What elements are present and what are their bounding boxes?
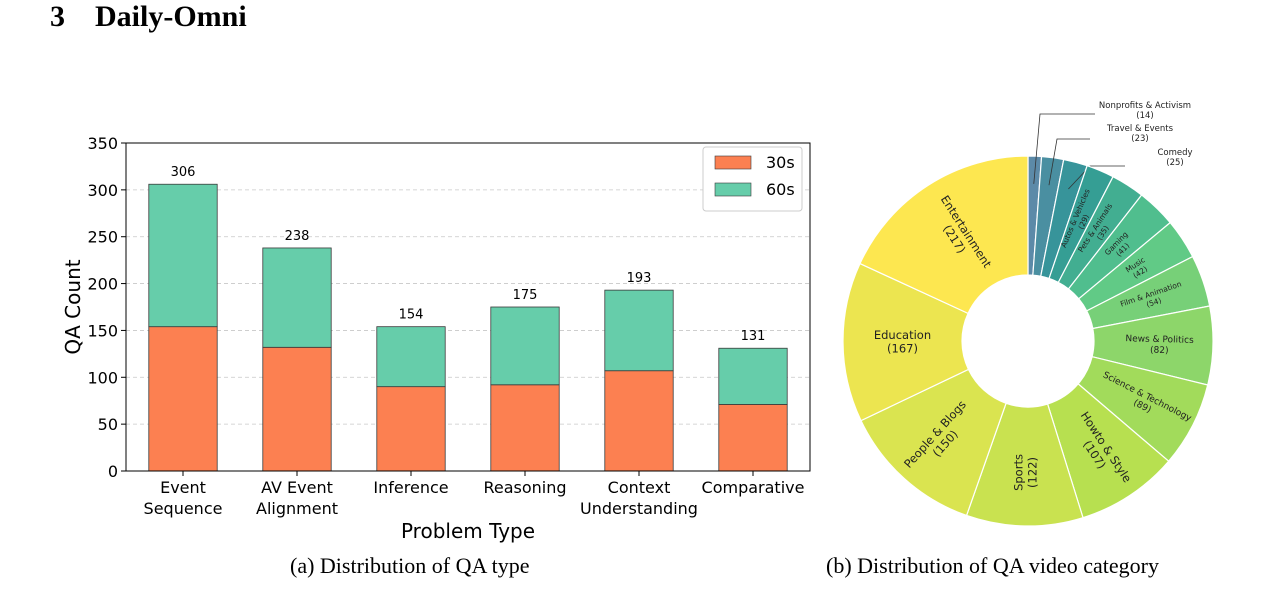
donut-slice-label: Education (167) bbox=[874, 328, 931, 356]
bar-total-label: 306 bbox=[171, 165, 196, 180]
y-axis-label: QA Count bbox=[61, 259, 85, 354]
caption-b: (b) Distribution of QA video category bbox=[826, 553, 1159, 578]
bar-60s bbox=[718, 347, 788, 405]
legend-label-30s: 30s bbox=[766, 153, 795, 172]
x-tick-label: Comparative bbox=[702, 478, 805, 497]
bar-60s bbox=[376, 326, 446, 388]
bar-60s bbox=[490, 306, 560, 386]
bar-60s bbox=[148, 183, 218, 328]
callout-line bbox=[1048, 138, 1090, 186]
donut-slice bbox=[842, 262, 970, 422]
y-tick-label: 50 bbox=[98, 415, 118, 434]
bar-30s bbox=[376, 386, 446, 472]
section-number: 3 bbox=[50, 0, 65, 33]
qa-category-donut-chart: Nonprofits & Activism (14) Travel & Events… bbox=[842, 101, 1214, 527]
donut-callout-label: Nonprofits & Activism (14) bbox=[1099, 101, 1191, 121]
bar-30s bbox=[148, 326, 218, 472]
y-tick-label: 350 bbox=[87, 134, 118, 153]
bar-total-label: 175 bbox=[513, 288, 538, 303]
x-tick-label: Reasoning bbox=[483, 478, 566, 497]
bar-total-label: 193 bbox=[627, 271, 652, 286]
donut-callout-label: Comedy (25) bbox=[1157, 148, 1192, 168]
legend-label-60s: 60s bbox=[766, 180, 795, 199]
x-tick-label: Event Sequence bbox=[144, 478, 223, 518]
y-tick-label: 300 bbox=[87, 181, 118, 200]
y-tick-label: 0 bbox=[108, 462, 118, 481]
legend-swatch-30s bbox=[714, 155, 752, 170]
x-axis-label: Problem Type bbox=[401, 519, 535, 543]
donut-slice bbox=[859, 155, 1029, 315]
qa-type-bar-chart: 0 50 100 150 200 250 300 350 306 Event Sequence 238… bbox=[61, 134, 811, 543]
donut-slice-label: Sports(122) bbox=[1012, 454, 1040, 491]
x-tick-label: Context Understanding bbox=[580, 478, 698, 518]
y-tick-label: 100 bbox=[87, 368, 118, 387]
callout-line bbox=[1068, 165, 1125, 190]
x-tick-label: Inference bbox=[373, 478, 448, 497]
bar-30s bbox=[604, 370, 674, 472]
legend-swatch-60s bbox=[714, 182, 752, 197]
bar-30s bbox=[262, 346, 332, 472]
section-heading: 3 Daily-Omni bbox=[50, 0, 247, 34]
bar-total-label: 238 bbox=[285, 229, 310, 244]
bar-30s bbox=[490, 384, 560, 472]
donut-slice-label: News & Politics(82) bbox=[1125, 334, 1194, 357]
donut-slice bbox=[860, 368, 1007, 517]
plot-frame bbox=[125, 142, 811, 472]
caption-a: (a) Distribution of QA type bbox=[290, 553, 530, 578]
callout-line bbox=[1033, 113, 1095, 184]
bar-total-label: 131 bbox=[741, 329, 766, 344]
bar-total-label: 154 bbox=[399, 308, 424, 323]
x-tick-label: AV Event Alignment bbox=[256, 478, 338, 518]
section-title: Daily-Omni bbox=[95, 0, 247, 33]
bar-60s bbox=[604, 289, 674, 372]
y-tick-label: 250 bbox=[87, 228, 118, 247]
y-tick-label: 200 bbox=[87, 275, 118, 294]
y-tick-label: 150 bbox=[87, 321, 118, 340]
bar-60s bbox=[262, 247, 332, 348]
donut-callout-label: Travel & Events (23) bbox=[1106, 124, 1174, 144]
